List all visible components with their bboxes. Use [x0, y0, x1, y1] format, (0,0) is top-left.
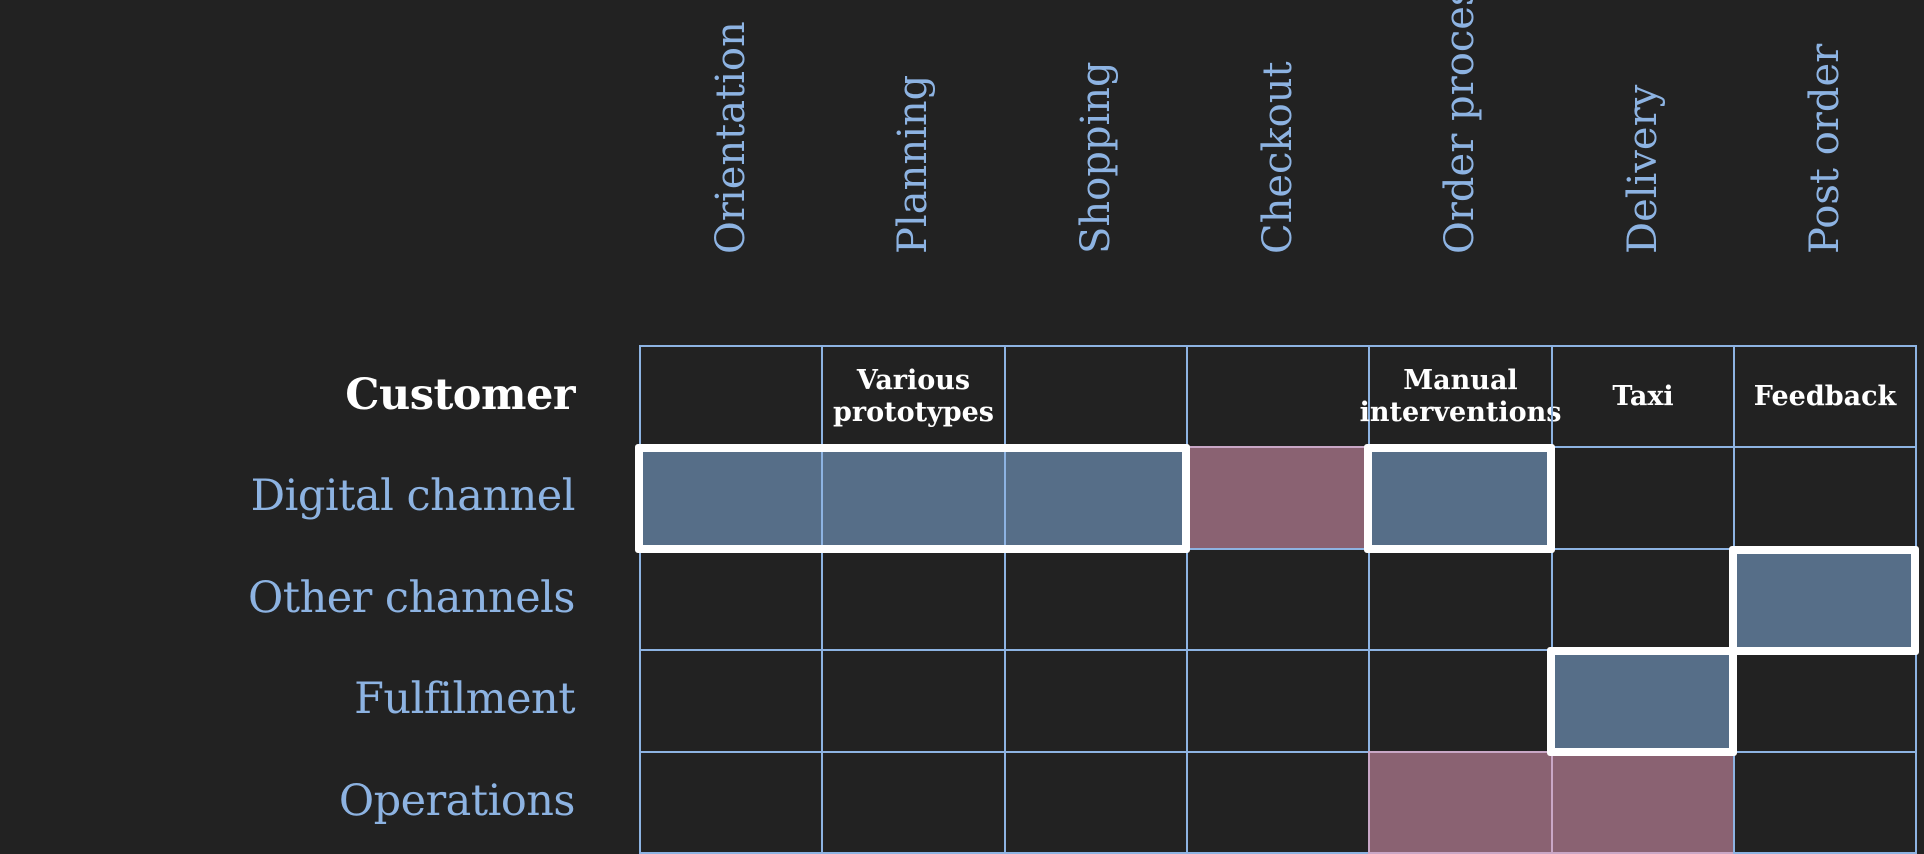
column-header-label: Delivery: [1619, 84, 1666, 254]
customer-cell-orientation: [639, 345, 823, 448]
column-header-post-order: Post order: [1733, 0, 1916, 330]
cell-fulfilment-planning: [821, 649, 1006, 753]
column-header-label: Shopping: [1072, 61, 1119, 254]
row-label-operations: Operations: [338, 776, 576, 826]
customer-cell-shopping: [1004, 345, 1188, 448]
cell-fulfilment-delivery-blue: [1551, 649, 1735, 753]
column-header-order-processing: Order processing: [1368, 0, 1551, 330]
column-header-delivery: Delivery: [1551, 0, 1734, 330]
cell-digital-channel-post-order: [1733, 446, 1917, 550]
customer-cell-text: Feedback: [1754, 381, 1896, 413]
cell-operations-post-order: [1733, 751, 1917, 854]
cell-digital-channel-delivery: [1551, 446, 1735, 550]
cell-operations-delivery-pink: [1551, 751, 1735, 854]
column-header-label: Planning: [889, 74, 936, 254]
customer-cell-line: Feedback: [1753, 380, 1897, 412]
column-header-label: Post order: [1801, 43, 1848, 254]
row-label-fulfilment: Fulfilment: [354, 674, 575, 724]
customer-cell-line: Various: [856, 364, 971, 396]
cell-fulfilment-post-order: [1733, 649, 1917, 753]
customer-cell-planning: Various prototypes: [821, 345, 1006, 448]
cell-other-channels-checkout: [1186, 548, 1370, 651]
customer-cell-post-order: Feedback: [1733, 345, 1917, 448]
row-label-customer: Customer: [345, 370, 575, 420]
column-header-planning: Planning: [821, 0, 1004, 330]
column-header-orientation: Orientation: [639, 0, 822, 330]
cell-other-channels-orientation: [639, 548, 823, 651]
cell-digital-channel-shopping-blue: [1004, 446, 1188, 550]
cell-operations-shopping: [1004, 751, 1188, 854]
customer-cell-text: Taxi: [1612, 381, 1673, 413]
customer-cell-text: Various prototypes: [833, 365, 994, 429]
customer-cell-order-processing: Manual interventions: [1360, 345, 1561, 448]
cell-operations-checkout: [1186, 751, 1370, 854]
cell-other-channels-planning: [821, 548, 1006, 651]
journey-grid: Various prototypes Manual interventions Taxi…: [635, 345, 1919, 854]
cell-operations-orientation: [639, 751, 823, 854]
column-header-label: Checkout: [1254, 61, 1301, 254]
cell-digital-channel-order-processing-blue: [1368, 446, 1553, 550]
cell-other-channels-delivery: [1551, 548, 1735, 651]
column-header-label: Order processing: [1436, 0, 1483, 254]
column-header-checkout: Checkout: [1186, 0, 1369, 330]
customer-cell-line: Taxi: [1612, 380, 1674, 412]
row-label-other-channels: Other channels: [248, 573, 575, 623]
cell-digital-channel-orientation-blue: [639, 446, 823, 550]
customer-cell-line: interventions: [1359, 396, 1562, 428]
cell-other-channels-shopping: [1004, 548, 1188, 651]
customer-cell-delivery: Taxi: [1551, 345, 1735, 448]
row-label-digital-channel: Digital channel: [250, 471, 576, 521]
cell-other-channels-order-processing: [1368, 548, 1553, 651]
column-header-shopping: Shopping: [1004, 0, 1187, 330]
cell-fulfilment-orientation: [639, 649, 823, 753]
cell-fulfilment-checkout: [1186, 649, 1370, 753]
customer-cell-text: Manual interventions: [1360, 365, 1562, 429]
cell-operations-planning: [821, 751, 1006, 854]
customer-cell-line: prototypes: [832, 396, 994, 428]
cell-fulfilment-shopping: [1004, 649, 1188, 753]
customer-cell-checkout: [1186, 345, 1370, 448]
cell-fulfilment-order-processing: [1368, 649, 1553, 753]
cell-digital-channel-checkout-pink: [1186, 446, 1370, 550]
cell-operations-order-processing-pink: [1368, 751, 1553, 854]
cell-other-channels-post-order-blue: [1733, 548, 1917, 651]
column-header-label: Orientation: [707, 21, 754, 254]
cell-digital-channel-planning-blue: [821, 446, 1006, 550]
customer-cell-line: Manual: [1403, 364, 1518, 396]
